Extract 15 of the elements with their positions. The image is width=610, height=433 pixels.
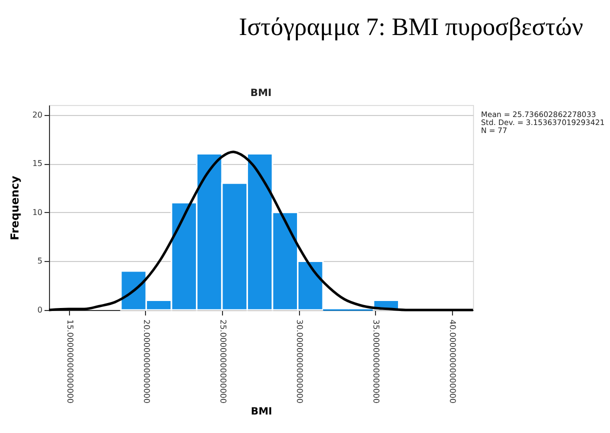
x-tick-label: 20.00000000000000 <box>142 320 151 404</box>
x-axis-title: BMI <box>250 406 272 418</box>
x-tick-label: 25.00000000000000 <box>218 320 228 404</box>
y-axis-title: Frequency <box>8 176 22 240</box>
chart-subtitle: BMI <box>250 88 272 99</box>
y-tick-label: 20 <box>32 110 42 120</box>
x-tick-label: 30.00000000000000 <box>295 320 304 404</box>
y-tick-label: 0 <box>37 306 42 314</box>
x-tick-label: 15.00000000000000 <box>65 320 74 404</box>
chart-title: Ιστόγραμμα 7: BMI πυροσβεστών <box>238 14 584 41</box>
x-tick-label: 35.00000000000000 <box>372 320 381 404</box>
y-tick-label: 5 <box>37 256 42 266</box>
y-tick-label: 15 <box>32 159 42 168</box>
y-tick-label: 10 <box>32 208 42 217</box>
x-tick-label: 40.00000000000000 <box>448 320 458 404</box>
